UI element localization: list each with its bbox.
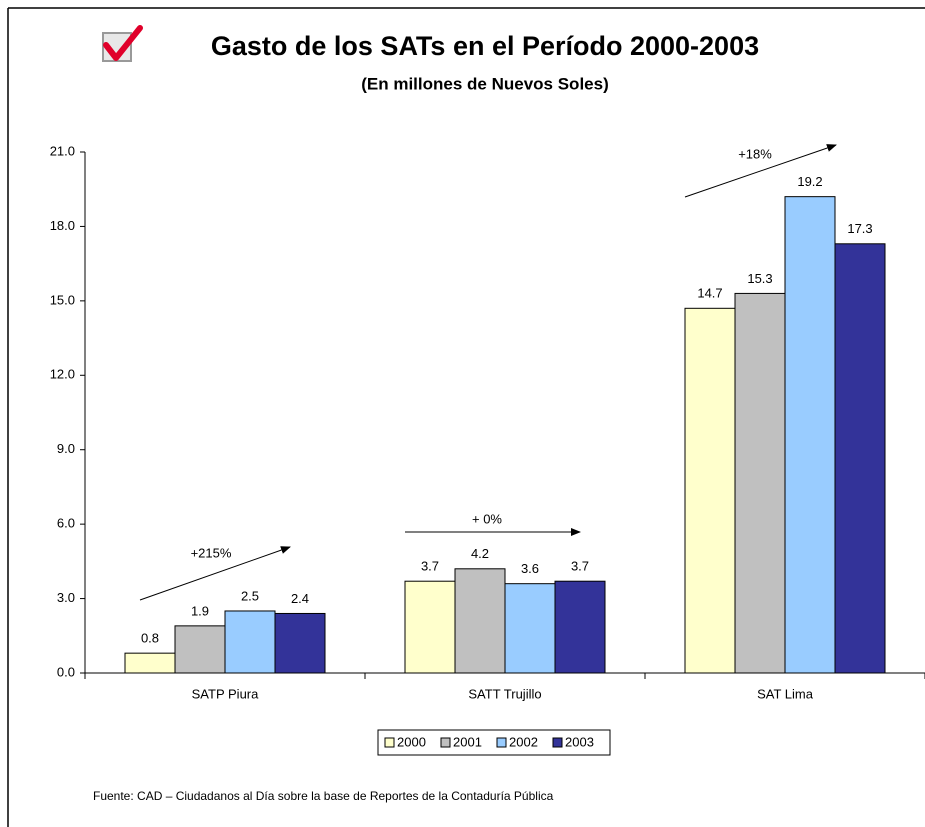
bar <box>834 243 886 674</box>
bar <box>274 612 326 674</box>
value-label: 19.2 <box>797 174 822 189</box>
value-label: 0.8 <box>141 631 159 646</box>
legend-swatch <box>496 737 507 748</box>
arrow <box>684 144 837 198</box>
chart-title: Gasto de los SATs en el Período 2000-200… <box>211 31 759 61</box>
value-label: 15.3 <box>747 271 772 286</box>
bar <box>684 307 736 674</box>
y-tick-label: 0.0 <box>57 664 75 679</box>
legend-label: 2002 <box>509 734 538 749</box>
source-note: Fuente: CAD – Ciudadanos al Día sobre la… <box>93 789 554 803</box>
value-label: 14.7 <box>697 286 722 301</box>
annotation: + 0% <box>472 511 502 526</box>
bar <box>784 196 836 674</box>
value-label: 3.7 <box>571 559 589 574</box>
value-label: 2.4 <box>291 591 309 606</box>
y-tick-label: 12.0 <box>50 367 75 382</box>
y-tick-label: 9.0 <box>57 441 75 456</box>
arrow <box>139 546 291 601</box>
legend-label: 2003 <box>565 734 594 749</box>
bar <box>554 580 606 674</box>
value-label: 1.9 <box>191 603 209 618</box>
annotation: +215% <box>191 545 232 560</box>
check-icon <box>102 25 143 62</box>
y-tick-label: 15.0 <box>50 292 75 307</box>
y-tick-label: 3.0 <box>57 590 75 605</box>
bar <box>734 292 786 674</box>
x-tick-label: SAT Lima <box>757 686 814 701</box>
x-tick-label: SATT Trujillo <box>468 686 541 701</box>
bar <box>404 580 456 674</box>
legend-box <box>377 729 611 756</box>
annotation: +18% <box>738 146 772 161</box>
x-tick-label: SATP Piura <box>192 686 259 701</box>
legend-swatch <box>384 737 395 748</box>
y-tick-label: 21.0 <box>50 143 75 158</box>
value-label: 3.7 <box>421 559 439 574</box>
bar <box>454 568 506 674</box>
chart-subtitle: (En millones de Nuevos Soles) <box>361 74 609 93</box>
bar <box>224 610 276 674</box>
legend-label: 2001 <box>453 734 482 749</box>
legend-swatch <box>440 737 451 748</box>
value-label: 2.5 <box>241 588 259 603</box>
y-tick-label: 18.0 <box>50 218 75 233</box>
value-label: 4.2 <box>471 546 489 561</box>
bar <box>124 652 176 674</box>
legend-label: 2000 <box>397 734 426 749</box>
y-tick-label: 6.0 <box>57 516 75 531</box>
value-label: 17.3 <box>847 221 872 236</box>
bar <box>174 625 226 674</box>
value-label: 3.6 <box>521 561 539 576</box>
bar <box>504 583 556 674</box>
legend-swatch <box>552 737 563 748</box>
